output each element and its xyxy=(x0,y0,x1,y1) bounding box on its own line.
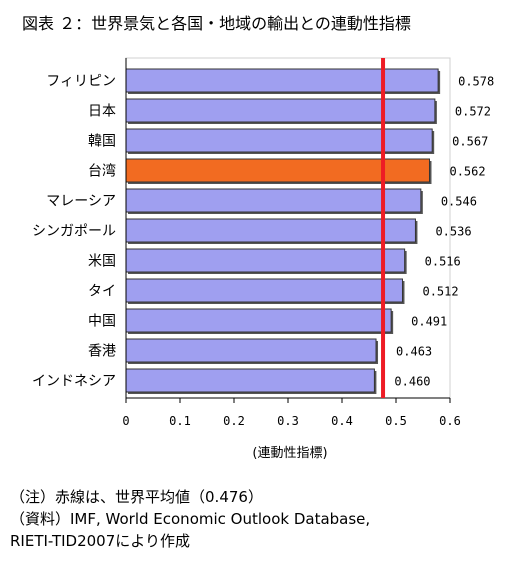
bar-8 xyxy=(125,308,392,333)
category-label: 中国 xyxy=(88,314,116,330)
bar-5 xyxy=(125,218,416,243)
value-label: 0.562 xyxy=(449,165,485,179)
bar-2 xyxy=(125,128,433,153)
bar-1 xyxy=(125,98,436,123)
category-label: 米国 xyxy=(88,254,116,270)
category-label: フィリピン xyxy=(46,74,116,90)
value-label: 0.567 xyxy=(452,135,488,149)
note-source: （資料）IMF, World Economic Outlook Database… xyxy=(10,510,371,528)
value-label: 0.491 xyxy=(411,315,447,329)
value-label: 0.460 xyxy=(394,375,430,389)
value-label: 0.546 xyxy=(441,195,477,209)
bar-4 xyxy=(125,188,422,213)
x-axis-label: (連動性指標) xyxy=(252,446,327,461)
value-label: 0.572 xyxy=(455,105,491,119)
value-label: 0.578 xyxy=(458,75,494,89)
category-label: タイ xyxy=(88,284,116,300)
category-label: 韓国 xyxy=(88,134,116,150)
x-tick-label: 0.1 xyxy=(169,414,191,428)
bar-chart: 0.578 0.572 0.567 0.562 0.546 0.536 0.516 0.512… xyxy=(32,57,494,461)
bar-9 xyxy=(125,338,377,363)
value-label: 0.512 xyxy=(422,285,458,299)
category-label: インドネシア xyxy=(32,374,116,390)
x-tick-label: 0.2 xyxy=(223,414,245,428)
footnotes: （注）赤線は、世界平均値（0.476） （資料）IMF, World Econo… xyxy=(10,486,515,552)
value-label: 0.463 xyxy=(396,345,432,359)
category-label: 日本 xyxy=(88,104,116,120)
x-tick-label: 0 xyxy=(122,414,129,428)
bar-7 xyxy=(125,278,403,303)
chart-title: 図表 ２：世界景気と各国・地域の輸出との連動性指標 xyxy=(22,14,411,33)
x-tick-label: 0.5 xyxy=(385,414,407,428)
category-label: 台湾 xyxy=(88,163,116,180)
x-axis: 0 0.1 0.2 0.3 0.4 0.5 0.6 xyxy=(122,58,461,428)
value-labels-group: 0.578 0.572 0.567 0.562 0.546 0.536 0.516 0.512… xyxy=(394,75,494,389)
category-label: マレーシア xyxy=(46,194,116,210)
x-tick-label: 0.4 xyxy=(331,414,353,428)
bar-0 xyxy=(125,68,439,93)
category-label: シンガポール xyxy=(32,224,116,240)
category-label: 香港 xyxy=(88,344,116,360)
value-label: 0.536 xyxy=(435,225,471,239)
value-label: 0.516 xyxy=(425,255,461,269)
bar-6 xyxy=(125,248,406,273)
note-source-cont: RIETI-TID2007により作成 xyxy=(10,532,190,550)
bars-group xyxy=(125,68,441,394)
x-tick-label: 0.3 xyxy=(277,414,299,428)
bar-10 xyxy=(125,368,375,393)
note-average: （注）赤線は、世界平均値（0.476） xyxy=(10,488,263,506)
x-tick-label: 0.6 xyxy=(439,414,461,428)
